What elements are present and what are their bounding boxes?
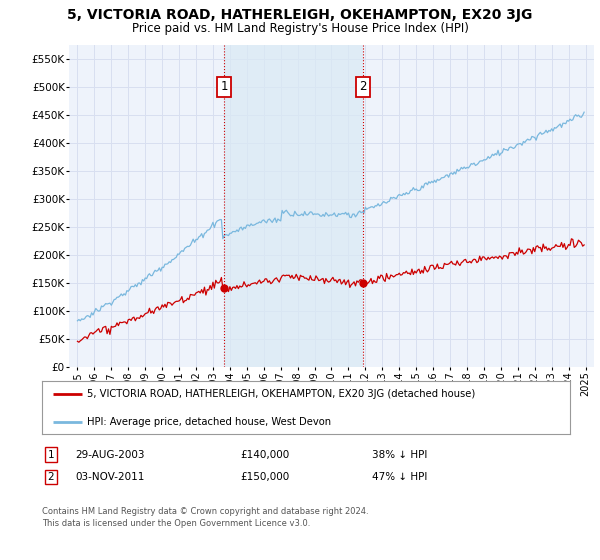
Text: 47% ↓ HPI: 47% ↓ HPI [372,472,427,482]
Text: 03-NOV-2011: 03-NOV-2011 [75,472,145,482]
Text: 5, VICTORIA ROAD, HATHERLEIGH, OKEHAMPTON, EX20 3JG (detached house): 5, VICTORIA ROAD, HATHERLEIGH, OKEHAMPTO… [87,389,475,399]
Text: 1: 1 [47,450,55,460]
Text: 38% ↓ HPI: 38% ↓ HPI [372,450,427,460]
Text: Price paid vs. HM Land Registry's House Price Index (HPI): Price paid vs. HM Land Registry's House … [131,22,469,35]
Text: £150,000: £150,000 [240,472,289,482]
Text: 29-AUG-2003: 29-AUG-2003 [75,450,145,460]
Bar [224,45,362,367]
Text: 2: 2 [47,472,55,482]
Text: £140,000: £140,000 [240,450,289,460]
Text: HPI: Average price, detached house, West Devon: HPI: Average price, detached house, West… [87,417,331,427]
Text: Contains HM Land Registry data © Crown copyright and database right 2024.: Contains HM Land Registry data © Crown c… [42,507,368,516]
Text: 2: 2 [359,80,367,94]
Text: 5, VICTORIA ROAD, HATHERLEIGH, OKEHAMPTON, EX20 3JG: 5, VICTORIA ROAD, HATHERLEIGH, OKEHAMPTO… [67,8,533,22]
Text: This data is licensed under the Open Government Licence v3.0.: This data is licensed under the Open Gov… [42,519,310,528]
Text: 1: 1 [220,80,228,94]
